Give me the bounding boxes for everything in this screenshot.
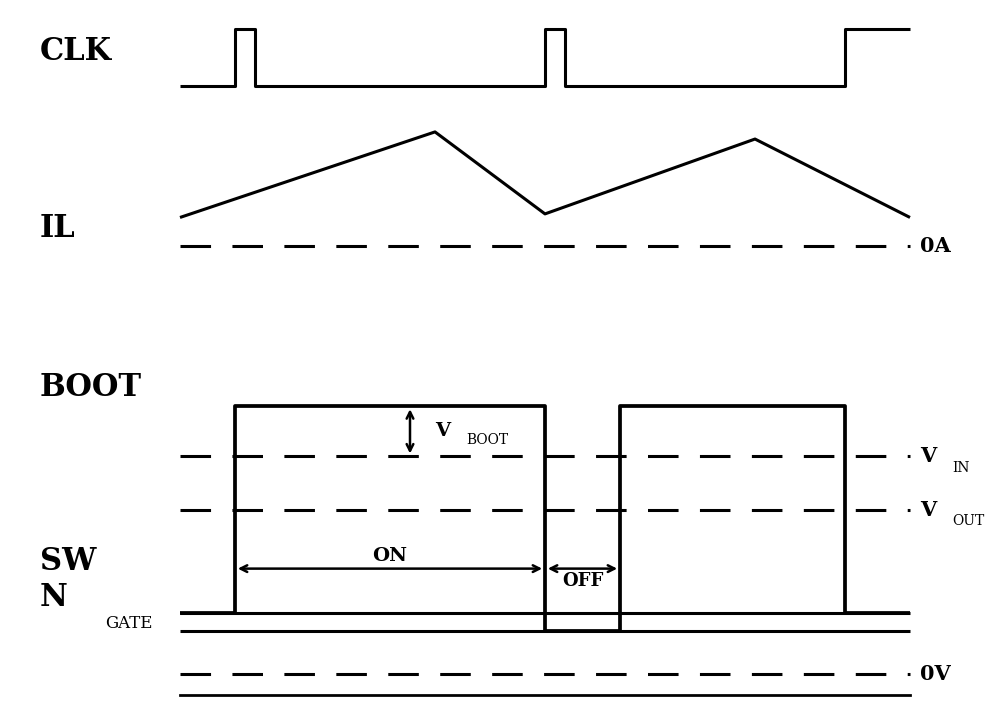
Text: BOOT: BOOT bbox=[40, 372, 142, 403]
Text: V: V bbox=[435, 422, 450, 441]
Text: OFF: OFF bbox=[562, 572, 603, 590]
Text: 0A: 0A bbox=[920, 236, 951, 256]
Text: IL: IL bbox=[40, 212, 76, 244]
Text: OUT: OUT bbox=[952, 514, 984, 528]
Text: BOOT: BOOT bbox=[466, 433, 508, 447]
Text: V: V bbox=[920, 446, 936, 466]
Text: GATE: GATE bbox=[105, 615, 152, 632]
Text: IN: IN bbox=[952, 461, 970, 475]
Text: V: V bbox=[920, 500, 936, 520]
Text: SW: SW bbox=[40, 546, 96, 577]
Text: ON: ON bbox=[372, 547, 408, 565]
Text: CLK: CLK bbox=[40, 36, 112, 66]
Text: 0V: 0V bbox=[920, 664, 951, 684]
Text: N: N bbox=[40, 583, 68, 613]
